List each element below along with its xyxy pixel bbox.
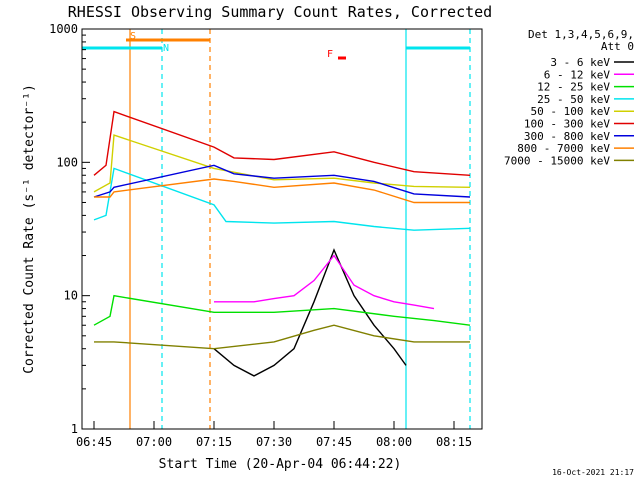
legend-label: 12 - 25 keV: [537, 81, 610, 94]
y-tick-label: 1000: [49, 22, 78, 36]
y-tick-label: 100: [56, 155, 78, 169]
series-line: [213, 248, 407, 377]
chart-title: RHESSI Observing Summary Count Rates, Co…: [68, 3, 492, 21]
y-axis: 1 10 100 1000: [49, 22, 90, 436]
legend-label: 6 - 12 keV: [544, 68, 611, 81]
y-tick-label: 1: [71, 422, 78, 436]
x-axis-label: Start Time (20-Apr-04 06:44:22): [159, 457, 402, 472]
legend-label: 100 - 300 keV: [524, 118, 610, 131]
x-tick-label: 08:00: [376, 435, 412, 449]
flag-label: S: [130, 31, 136, 42]
series-line: [93, 110, 471, 176]
y-tick-label: 10: [64, 289, 78, 303]
x-tick-label: 07:45: [316, 435, 352, 449]
y-axis-label: Corrected Count Rate (s⁻¹ detector⁻¹): [22, 84, 37, 374]
series-line: [94, 324, 470, 350]
flag-label: N: [163, 43, 169, 54]
series-line: [93, 134, 471, 193]
x-tick-label: 06:45: [76, 435, 112, 449]
series-line: [93, 294, 471, 326]
footer-date: 16-Oct-2021 21:17: [552, 468, 634, 477]
x-tick-label: 07:00: [136, 435, 172, 449]
x-axis: 06:45 07:00 07:15 07:30 07:45 08:00 08:15: [76, 421, 472, 449]
x-tick-label: 08:15: [436, 435, 472, 449]
plot-frame: [81, 28, 483, 430]
legend-label: 800 - 7000 keV: [517, 142, 610, 155]
series-line: [214, 254, 435, 310]
x-tick-label: 07:30: [256, 435, 292, 449]
series-line: [93, 164, 471, 198]
series-line: [94, 178, 470, 204]
legend-label: 50 - 100 keV: [531, 105, 611, 118]
legend-label: 300 - 800 keV: [524, 130, 610, 143]
legend-label: 3 - 6 keV: [550, 56, 610, 69]
legend-label: 25 - 50 keV: [537, 93, 610, 106]
legend-label: 7000 - 15000 keV: [504, 154, 610, 167]
legend-header-1: Det 1,3,4,5,6,9,: [528, 28, 634, 41]
x-tick-label: 07:15: [196, 435, 232, 449]
legend-header-2: Att 0: [601, 40, 634, 53]
flag-label: F: [327, 49, 333, 60]
plot-area: S N F: [82, 29, 471, 429]
